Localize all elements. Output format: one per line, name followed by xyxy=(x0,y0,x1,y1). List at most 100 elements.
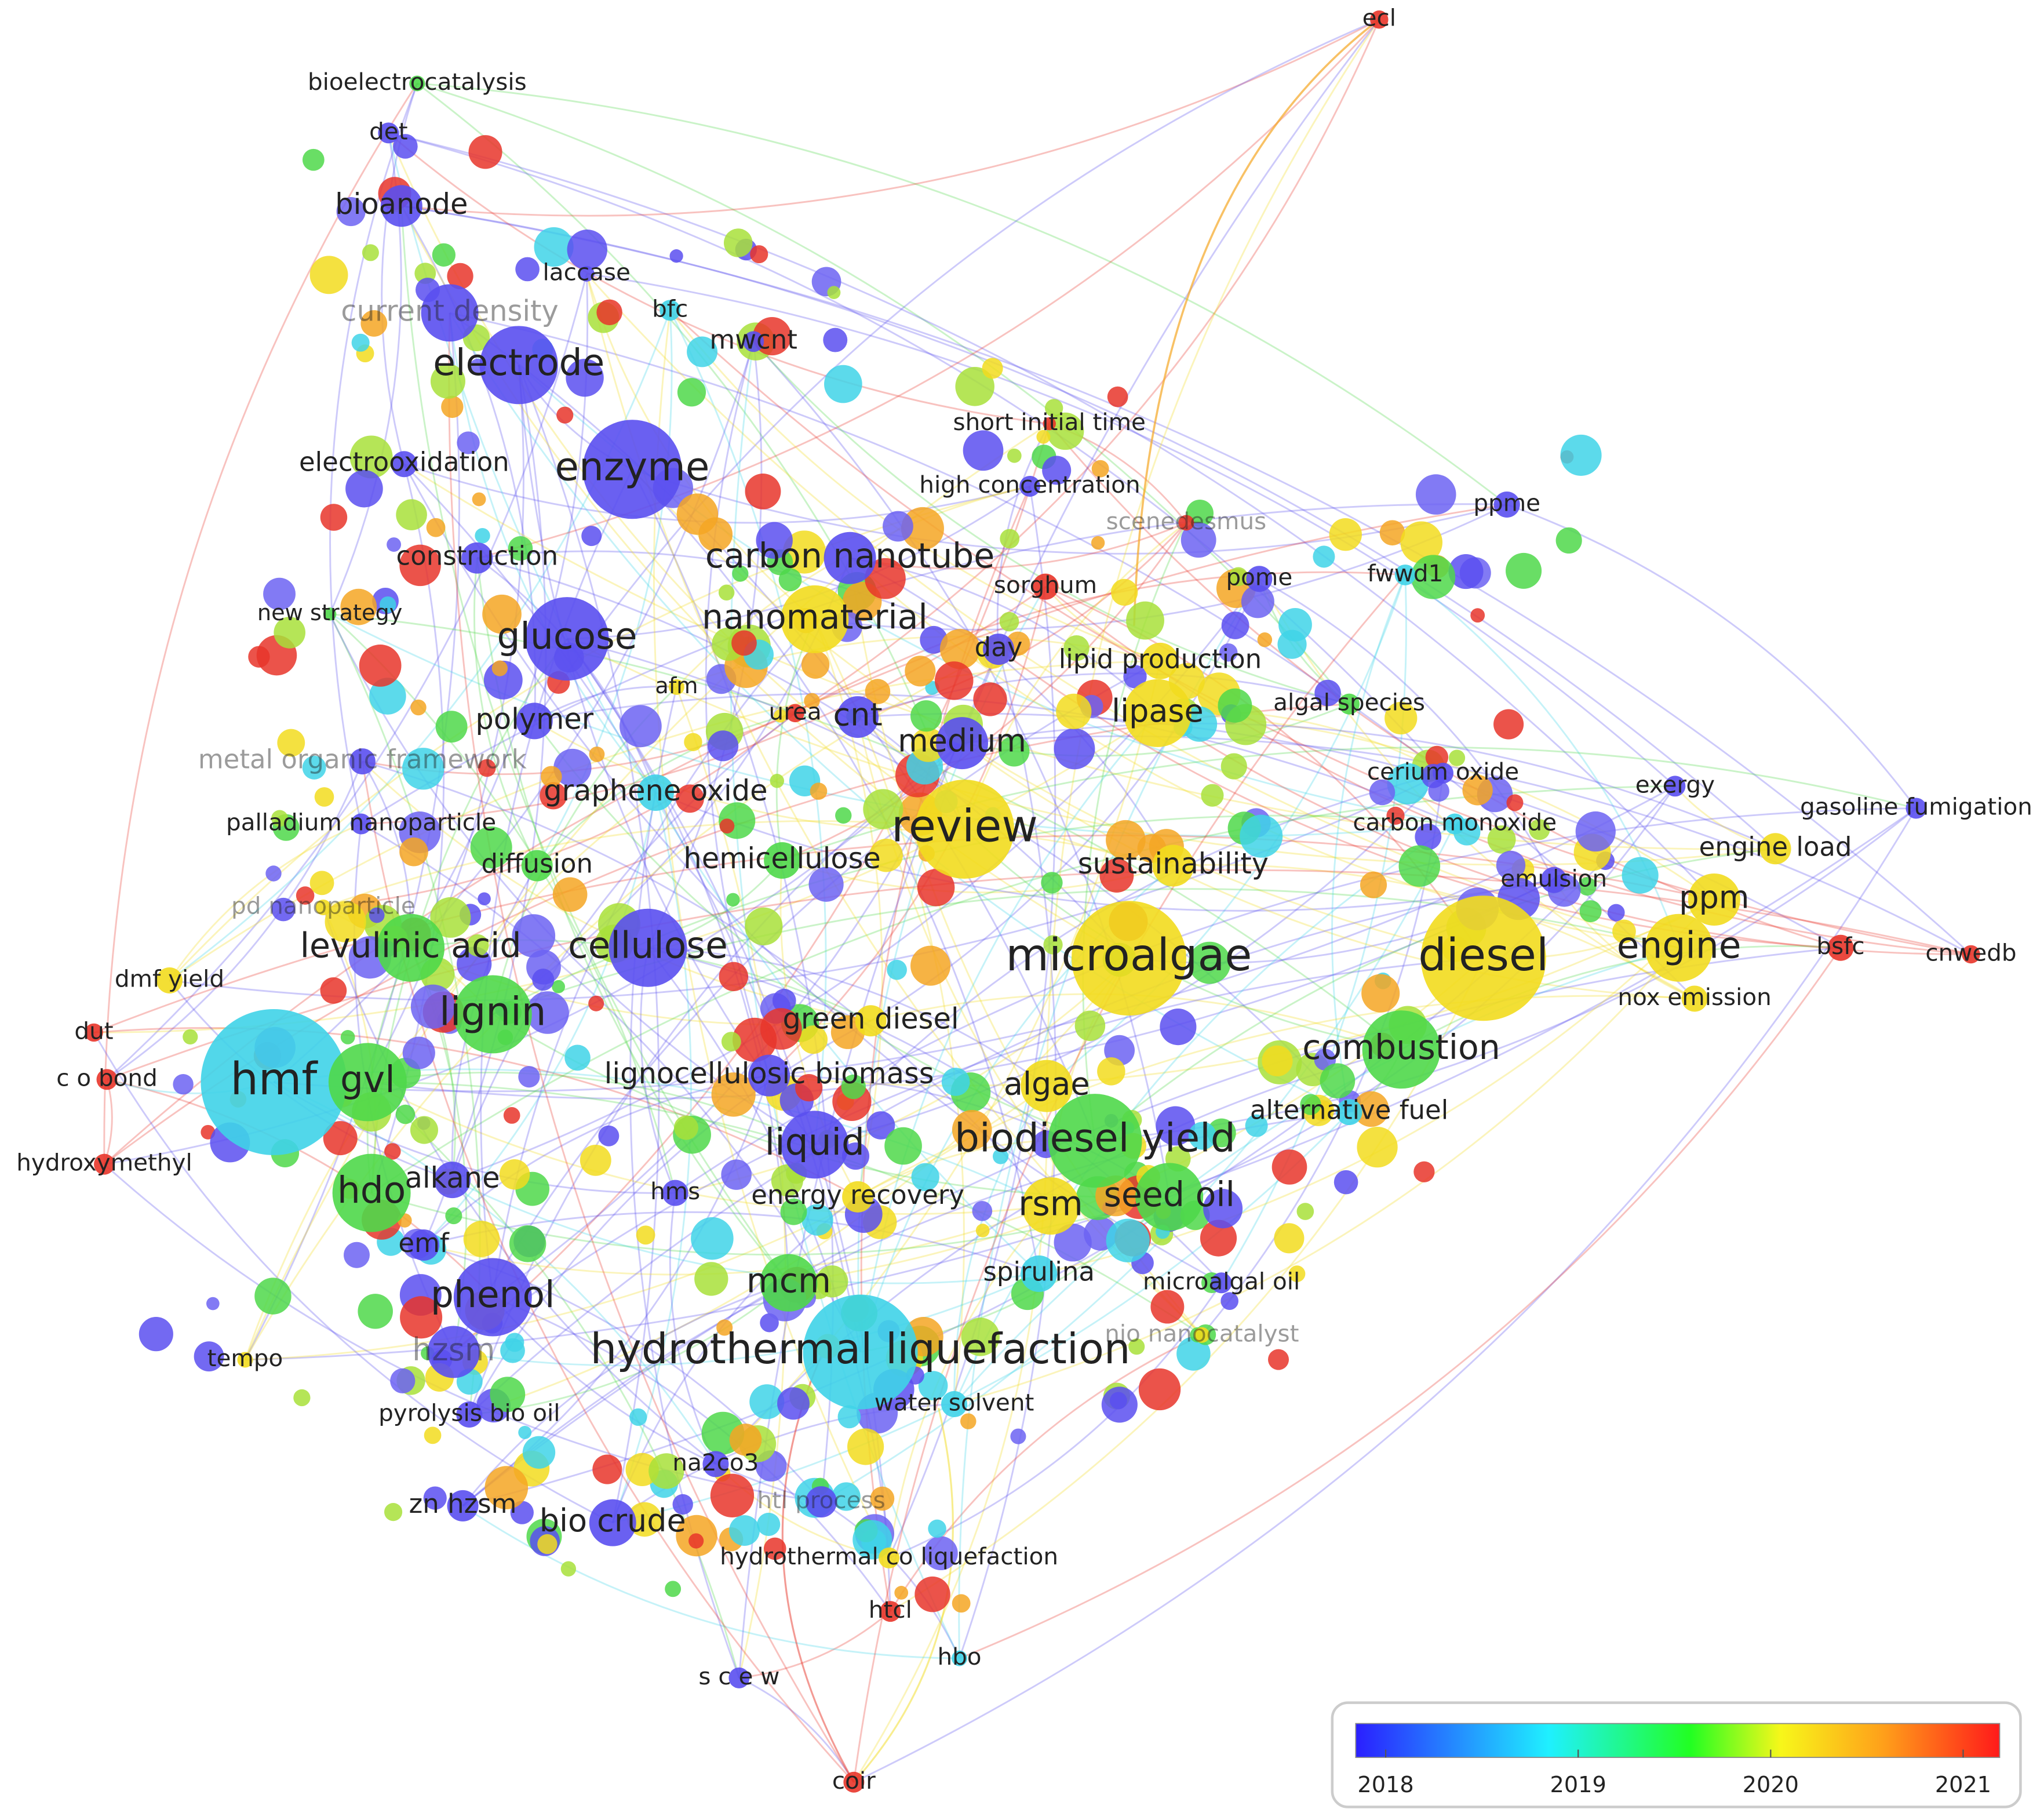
background-node xyxy=(745,907,783,945)
background-node xyxy=(1107,386,1128,407)
background-node xyxy=(883,511,913,542)
node-label: mcm xyxy=(746,1261,831,1300)
background-node xyxy=(369,907,385,923)
background-node xyxy=(1091,460,1109,478)
node xyxy=(516,702,553,740)
background-node xyxy=(323,1121,358,1156)
background-node xyxy=(532,969,555,991)
background-node xyxy=(1240,814,1283,858)
node-label: algae xyxy=(1004,1065,1090,1102)
node xyxy=(332,1153,411,1232)
edge xyxy=(104,504,1507,1165)
edge xyxy=(853,807,1917,1783)
background-node xyxy=(472,492,486,507)
color-legend: 2018 2019 2020 2021 xyxy=(1331,1701,2022,1808)
background-node xyxy=(863,789,903,829)
background-node xyxy=(552,877,588,912)
edge xyxy=(1173,864,1695,1000)
background-node xyxy=(206,1297,220,1311)
edge xyxy=(453,1273,1040,1367)
node-label: afm xyxy=(655,674,698,699)
edge xyxy=(669,310,1972,955)
node xyxy=(521,850,553,882)
background-node xyxy=(1106,820,1146,860)
background-node xyxy=(360,310,388,337)
node-label: zn hzsm xyxy=(409,1488,517,1519)
background-node xyxy=(823,327,848,352)
background-node xyxy=(827,286,841,300)
background-node xyxy=(1181,522,1216,558)
background-node xyxy=(503,1107,520,1124)
background-node xyxy=(732,565,749,582)
node xyxy=(421,284,479,342)
node-label: emulsion xyxy=(1500,864,1607,892)
background-node xyxy=(934,661,974,700)
background-node xyxy=(992,1148,1009,1164)
edge xyxy=(462,1282,789,1506)
background-node xyxy=(1106,1218,1150,1262)
node xyxy=(378,122,399,144)
background-node xyxy=(340,1030,355,1044)
edge xyxy=(730,341,960,1659)
edge xyxy=(961,722,1776,850)
edge xyxy=(775,618,816,861)
background-node xyxy=(1218,688,1252,723)
node xyxy=(843,1771,865,1793)
background-node xyxy=(629,1408,647,1426)
node xyxy=(1688,873,1740,926)
background-node xyxy=(1188,1122,1216,1150)
node-label: carbon monoxide xyxy=(1353,809,1557,836)
node-label: cerium oxide xyxy=(1367,758,1519,785)
background-node xyxy=(901,507,944,550)
node-label: hzsm xyxy=(412,1331,495,1368)
edge xyxy=(888,1282,1222,1559)
background-node xyxy=(676,784,704,813)
background-node xyxy=(358,1294,393,1329)
background-node xyxy=(1369,779,1396,806)
background-node xyxy=(1577,877,1597,896)
node xyxy=(1211,1272,1232,1294)
background-node xyxy=(402,748,444,790)
background-node xyxy=(708,730,739,762)
background-node xyxy=(1271,1149,1307,1185)
background-node xyxy=(799,1025,828,1054)
background-node xyxy=(349,435,393,479)
node-label: nox emission xyxy=(1617,983,1771,1011)
background-node xyxy=(911,1163,939,1191)
edge xyxy=(169,823,362,981)
background-node xyxy=(1493,709,1524,740)
node-label: gasoline fumigation xyxy=(1800,793,2032,821)
background-node xyxy=(302,755,326,780)
background-node xyxy=(687,336,718,367)
node xyxy=(609,908,687,987)
edge xyxy=(477,550,999,650)
node xyxy=(803,1294,918,1410)
background-node xyxy=(810,782,828,800)
edge xyxy=(273,341,755,1083)
node xyxy=(1339,693,1360,715)
background-node xyxy=(999,611,1019,632)
node-label: pome xyxy=(1226,563,1292,591)
edge xyxy=(647,947,1048,1087)
node-label: sorghum xyxy=(994,571,1097,599)
node-label: hmf xyxy=(230,1054,318,1105)
background-node xyxy=(1043,935,1063,955)
edge xyxy=(753,341,1171,1197)
node-label: pyrolysis bio oil xyxy=(378,1399,560,1426)
edge xyxy=(449,312,1096,1141)
background-node xyxy=(265,865,282,882)
background-node xyxy=(1329,518,1362,551)
edge xyxy=(961,735,1972,955)
background-node xyxy=(721,1032,741,1052)
background-node xyxy=(1229,567,1248,587)
background-node xyxy=(1622,857,1659,894)
background-node xyxy=(1150,1290,1185,1324)
background-node xyxy=(1268,1349,1289,1370)
background-node xyxy=(1560,434,1602,476)
background-node xyxy=(1262,1045,1293,1076)
edge xyxy=(821,1501,960,1659)
background-node xyxy=(676,493,719,535)
background-node xyxy=(1220,753,1247,780)
edge xyxy=(1259,578,1555,880)
edge xyxy=(473,558,538,867)
